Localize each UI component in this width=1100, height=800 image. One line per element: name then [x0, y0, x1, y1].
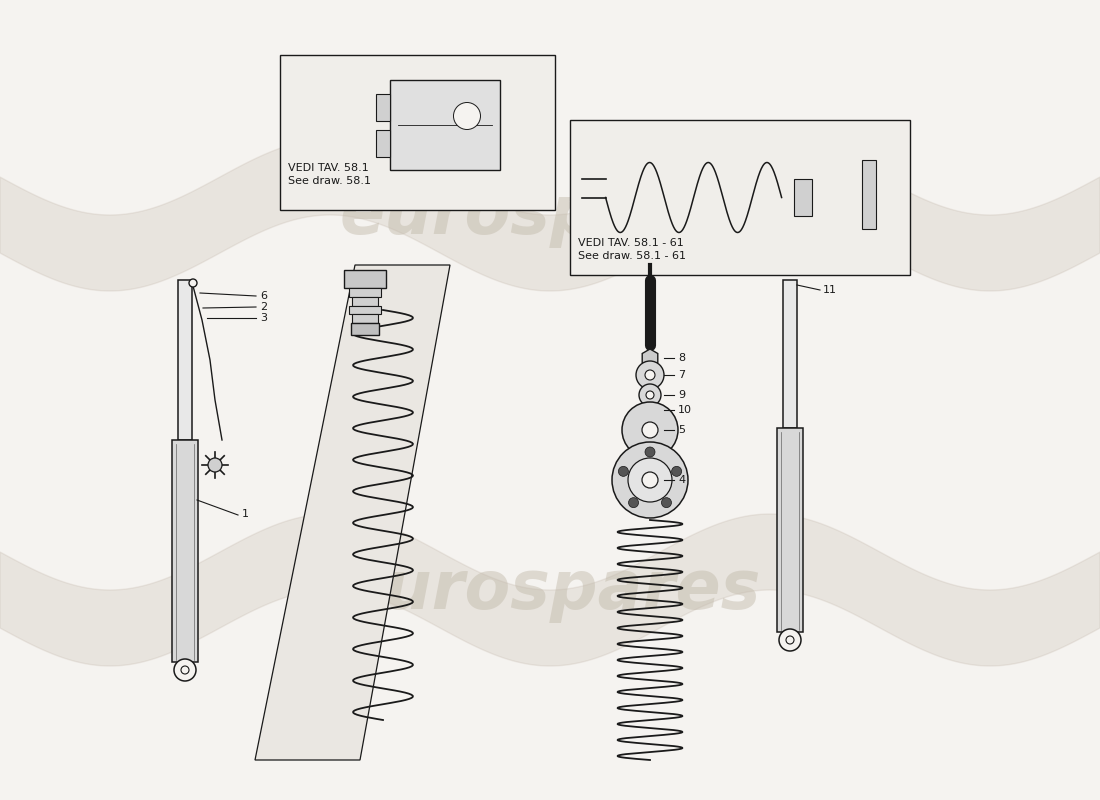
Text: 6: 6 — [260, 291, 267, 301]
Text: 7: 7 — [678, 370, 685, 380]
Text: 9: 9 — [678, 390, 685, 400]
Circle shape — [182, 666, 189, 674]
Bar — [352, 297, 378, 306]
Circle shape — [628, 498, 638, 508]
Bar — [376, 94, 390, 121]
Circle shape — [672, 466, 682, 476]
Circle shape — [639, 384, 661, 406]
Circle shape — [174, 659, 196, 681]
Text: 10: 10 — [678, 405, 692, 415]
Bar — [280, 55, 556, 210]
Text: 11: 11 — [823, 285, 837, 295]
Circle shape — [453, 102, 481, 130]
Circle shape — [208, 458, 222, 472]
Circle shape — [642, 472, 658, 488]
Text: VEDI TAV. 58.1
See draw. 58.1: VEDI TAV. 58.1 See draw. 58.1 — [288, 163, 371, 186]
Bar — [172, 440, 198, 662]
Bar — [349, 306, 381, 314]
Circle shape — [621, 402, 678, 458]
Text: 8: 8 — [678, 353, 685, 363]
Text: 3: 3 — [260, 313, 267, 323]
Bar — [351, 323, 380, 335]
Circle shape — [645, 370, 654, 380]
Polygon shape — [642, 349, 658, 367]
Circle shape — [645, 447, 654, 457]
Ellipse shape — [639, 404, 661, 412]
Text: 5: 5 — [678, 425, 685, 435]
Circle shape — [618, 466, 628, 476]
Bar — [777, 428, 803, 632]
Text: VEDI TAV. 58.1 - 61
See draw. 58.1 - 61: VEDI TAV. 58.1 - 61 See draw. 58.1 - 61 — [578, 238, 686, 261]
Bar — [178, 280, 192, 440]
Circle shape — [189, 279, 197, 287]
Bar — [783, 280, 798, 428]
Circle shape — [646, 391, 654, 399]
Text: eurospares: eurospares — [339, 182, 761, 248]
Bar — [570, 120, 910, 275]
Text: eurospares: eurospares — [339, 557, 761, 623]
Text: 4: 4 — [678, 475, 685, 485]
Text: 1: 1 — [242, 509, 249, 519]
Circle shape — [786, 636, 794, 644]
Bar — [376, 130, 390, 157]
Bar — [344, 270, 386, 288]
Text: 2: 2 — [260, 302, 267, 312]
Bar — [349, 288, 381, 297]
Circle shape — [628, 458, 672, 502]
Circle shape — [661, 498, 671, 508]
Circle shape — [636, 361, 664, 389]
Circle shape — [779, 629, 801, 651]
Bar — [352, 314, 378, 323]
Bar — [794, 178, 813, 216]
Bar — [390, 80, 501, 170]
Circle shape — [642, 422, 658, 438]
Bar — [861, 160, 876, 229]
Circle shape — [612, 442, 688, 518]
Polygon shape — [255, 265, 450, 760]
